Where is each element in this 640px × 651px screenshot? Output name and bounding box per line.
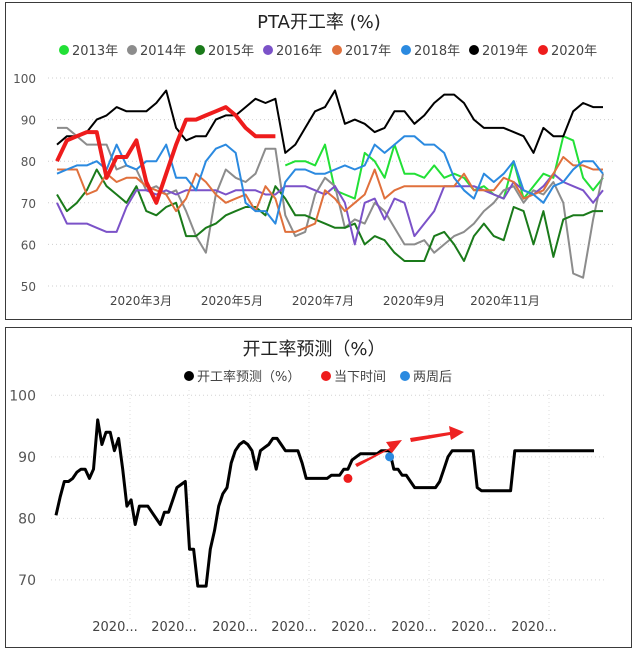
y-tick-label: 100 <box>9 388 36 404</box>
arrow-annotation <box>410 426 464 442</box>
y-tick-label: 90 <box>21 114 36 128</box>
y-tick-label: 80 <box>21 155 36 169</box>
legend-marker <box>321 371 331 381</box>
x-tick-label: 2020... <box>271 620 316 635</box>
arrow-annotation <box>355 440 402 467</box>
x-tick-label: 2020年7月 <box>292 294 354 308</box>
legend-marker <box>401 45 411 55</box>
y-tick-label: 100 <box>13 72 36 86</box>
x-tick-label: 2020... <box>151 620 196 635</box>
legend-label: 开工率预测（%） <box>197 369 300 385</box>
legend-marker <box>127 45 137 55</box>
legend-marker <box>469 45 479 55</box>
y-tick-label: 60 <box>21 238 36 252</box>
legend-marker <box>400 371 410 381</box>
y-tick-label: 50 <box>21 280 36 294</box>
legend-label: 2019年 <box>482 44 528 59</box>
x-tick-label: 2020... <box>212 620 257 635</box>
operating-rate-forecast-chart: 开工率预测（%） 开工率预测（%） 当下时间 两周后 100 90 80 70 2020... 2… <box>5 327 632 648</box>
chart-title: 开工率预测（%） <box>242 339 385 360</box>
forecast-chart-svg: 开工率预测（%） 开工率预测（%） 当下时间 两周后 100 90 80 70 2020... 2… <box>9 339 604 635</box>
x-tick-label: 2020... <box>92 620 137 635</box>
y-tick-label: 70 <box>18 573 36 589</box>
legend-marker <box>263 45 273 55</box>
y-tick-label: 80 <box>18 511 36 527</box>
legend-marker <box>538 45 548 55</box>
legend-label: 2016年 <box>276 44 322 59</box>
x-tick-label: 2020... <box>331 620 376 635</box>
x-tick-label: 2020... <box>451 620 496 635</box>
legend-marker <box>184 371 194 381</box>
chart-title: PTA开工率 (%) <box>257 12 381 33</box>
x-tick-label: 2020... <box>511 620 556 635</box>
legend-label: 2014年 <box>140 44 186 59</box>
series-line <box>56 135 604 225</box>
legend-label: 两周后 <box>413 370 452 385</box>
x-tick-label: 2020年11月 <box>470 294 540 308</box>
legend-marker <box>195 45 205 55</box>
y-tick-label: 90 <box>18 450 36 466</box>
current-time-marker <box>343 473 353 483</box>
y-tick-label: 70 <box>21 197 36 211</box>
x-tick-label: 2020年5月 <box>201 294 263 308</box>
legend-label: 当下时间 <box>334 370 386 385</box>
legend-label: 2017年 <box>345 44 391 59</box>
pta-chart-svg: PTA开工率 (%) 2013年 2014年 2015年 2016年 2017年 2018年… <box>13 12 613 308</box>
x-tick-label: 2020年3月 <box>110 294 172 308</box>
series-line <box>56 89 603 154</box>
pta-operating-rate-chart: PTA开工率 (%) 2013年 2014年 2015年 2016年 2017年 2018年… <box>5 2 632 320</box>
legend-label: 2018年 <box>414 44 460 59</box>
x-tick-label: 2020... <box>391 620 436 635</box>
x-tick-label: 2020年9月 <box>383 294 445 308</box>
series-line <box>56 172 604 246</box>
legend-label: 2013年 <box>72 44 118 59</box>
series-line <box>284 135 604 200</box>
series-line <box>55 105 276 205</box>
legend-marker <box>332 45 342 55</box>
two-weeks-later-marker <box>385 452 395 462</box>
series-line <box>56 168 603 262</box>
legend-marker <box>59 45 69 55</box>
legend-label: 2020年 <box>551 44 597 59</box>
legend-label: 2015年 <box>208 44 254 59</box>
forecast-line <box>54 418 594 588</box>
